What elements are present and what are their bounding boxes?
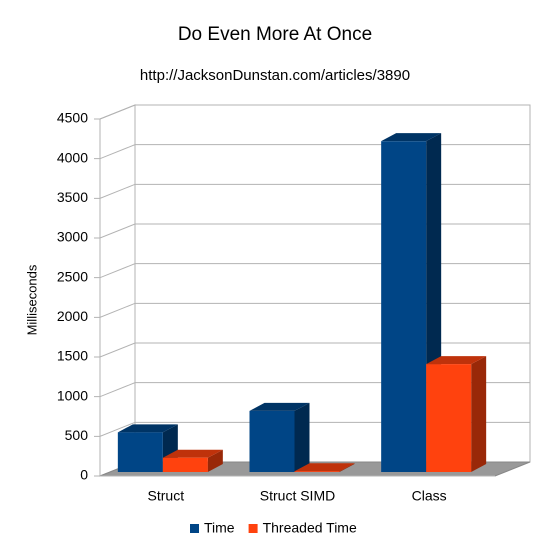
y-axis-label: Milliseconds xyxy=(24,264,39,335)
bar xyxy=(162,449,223,472)
bar-top xyxy=(162,449,223,458)
bar-top xyxy=(249,402,310,411)
grid-line xyxy=(94,104,530,120)
bar-front xyxy=(294,471,340,472)
legend-swatch xyxy=(190,524,199,533)
x-tick-label: Struct xyxy=(148,488,185,504)
x-tick-label: Struct SIMD xyxy=(260,488,335,504)
bar xyxy=(294,463,355,472)
bar-front xyxy=(249,410,295,472)
x-tick-label: Class xyxy=(412,488,447,504)
grid-line xyxy=(94,263,530,279)
y-tick-label: 2000 xyxy=(57,308,88,324)
bar-side xyxy=(294,402,310,472)
grid-line xyxy=(94,183,530,199)
grid-line xyxy=(94,302,530,318)
bar-side xyxy=(207,449,223,472)
y-tick-label: 4500 xyxy=(57,110,88,126)
bar-top xyxy=(426,356,487,365)
bar-side xyxy=(339,463,355,472)
bar-top xyxy=(381,133,442,142)
bar xyxy=(249,402,310,472)
legend-swatch xyxy=(248,524,258,533)
bar-side xyxy=(471,356,487,472)
bar-front xyxy=(117,432,163,472)
chart-subtitle: http://JacksonDunstan.com/articles/3890 xyxy=(140,67,410,84)
bar-front xyxy=(426,364,472,472)
grid-line xyxy=(94,421,530,437)
y-tick-label: 1000 xyxy=(57,387,88,403)
y-tick-label: 2500 xyxy=(57,268,88,284)
bar-front xyxy=(381,141,427,472)
grid-line xyxy=(94,382,530,398)
bar-top xyxy=(117,424,178,433)
grid-line xyxy=(94,342,530,358)
y-tick-label: 1500 xyxy=(57,348,88,364)
grid-line xyxy=(94,223,530,239)
bar xyxy=(426,356,487,472)
y-tick-label: 3000 xyxy=(57,229,88,245)
side-wall xyxy=(99,104,136,477)
y-tick-label: 4000 xyxy=(57,149,88,165)
legend-label: Time xyxy=(204,520,235,536)
y-tick-label: 500 xyxy=(65,427,89,443)
legend-label: Threaded Time xyxy=(263,520,357,536)
y-tick-label: 0 xyxy=(80,467,88,483)
bar-front xyxy=(162,457,208,472)
grid-line xyxy=(94,144,530,160)
y-tick-label: 3500 xyxy=(57,189,88,205)
chart-title: Do Even More At Once xyxy=(178,24,372,45)
bar-top xyxy=(294,463,355,472)
